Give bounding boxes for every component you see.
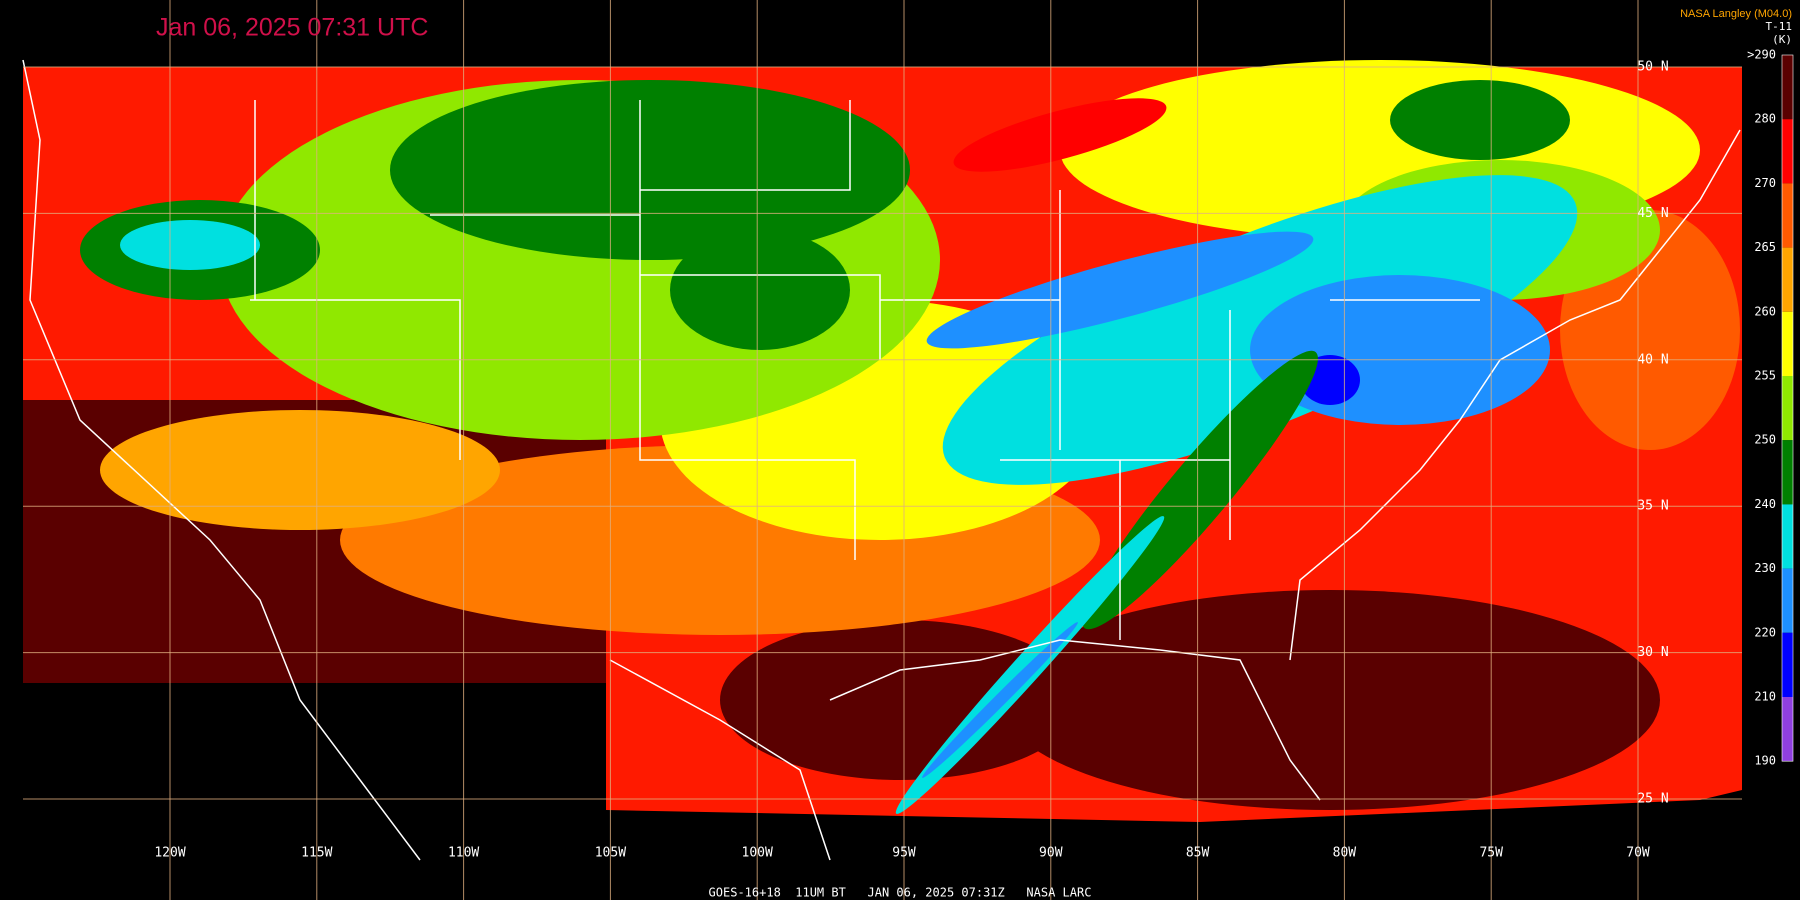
orange-area	[100, 410, 500, 530]
colorbar-segment	[1782, 632, 1793, 697]
colorbar-segment	[1782, 504, 1793, 569]
colorbar-segment	[1782, 247, 1793, 312]
blue-streak	[922, 622, 1078, 778]
longitude-label: 85W	[1186, 846, 1210, 861]
latitude-label: 40 N	[1637, 352, 1668, 367]
colorbar-segment	[1782, 119, 1793, 184]
longitude-label: 110W	[448, 846, 479, 861]
colorbar-segment	[1782, 311, 1793, 376]
dark-green-area	[390, 80, 910, 260]
warm-area	[1000, 590, 1660, 810]
title: Jan 06, 2025 07:31 UTC	[156, 14, 428, 42]
colorbar-label: 210	[1754, 690, 1776, 704]
latitude-label: 25 N	[1637, 792, 1668, 807]
east-coastline	[609, 129, 1741, 861]
lake-area	[953, 98, 1167, 172]
colorbar-segment	[1782, 568, 1793, 633]
colorbar: >290 280 270 265 260 255 250 240 230 220 210 190	[1747, 48, 1794, 768]
colorbar-label: 220	[1754, 625, 1776, 639]
warm-area	[720, 620, 1080, 780]
colorbar-label: 255	[1754, 369, 1776, 383]
cyan-area	[120, 220, 260, 270]
colorbar-label: 270	[1754, 176, 1776, 190]
colorbar-label: 280	[1754, 112, 1776, 126]
colorbar-label: 250	[1754, 433, 1776, 447]
west-coastline	[22, 59, 421, 861]
colorbar-label: >290	[1747, 48, 1776, 62]
longitude-label: 95W	[892, 846, 916, 861]
colorbar-segment	[1782, 183, 1793, 248]
latitude-label: 50 N	[1637, 60, 1668, 75]
unit: (K)	[1772, 33, 1792, 46]
longitude-label: 115W	[301, 846, 332, 861]
longitude-label: 70W	[1626, 846, 1650, 861]
blue-area	[926, 231, 1314, 349]
product: T-11	[1766, 20, 1793, 33]
longitude-label: 120W	[154, 846, 185, 861]
credit: NASA Langley (M04.0)	[1680, 8, 1792, 20]
latitude-label: 30 N	[1637, 645, 1668, 660]
footer: GOES-16+18 11UM BT JAN 06, 2025 07:31Z N…	[709, 886, 1092, 900]
longitude-label: 80W	[1333, 846, 1357, 861]
colorbar-segment	[1782, 376, 1793, 441]
longitude-label: 105W	[595, 846, 626, 861]
dark-green-area	[1390, 80, 1570, 160]
graticule-labels: 120W 115W 110W 105W 100W 95W 90W 85W 80W 75W 70W 50…	[154, 60, 1668, 861]
colorbar-segment	[1782, 55, 1793, 120]
colorbar-segment	[1782, 697, 1793, 762]
colorbar-label: 260	[1754, 304, 1776, 318]
colorbar-label: 230	[1754, 561, 1776, 575]
colorbar-label: 265	[1754, 240, 1776, 254]
dark-green-area	[1082, 350, 1318, 630]
longitude-label: 90W	[1039, 846, 1063, 861]
colorbar-label: 240	[1754, 497, 1776, 511]
boundaries	[22, 59, 1741, 861]
colorbar-segment	[1782, 440, 1793, 505]
colorbar-frame	[1781, 54, 1794, 762]
latitude-label: 35 N	[1637, 499, 1668, 514]
dark-green-area	[670, 230, 850, 350]
latitude-label: 45 N	[1637, 206, 1668, 221]
graticule	[23, 0, 1742, 900]
ir-imagery	[23, 60, 1742, 822]
state-lines	[250, 100, 1480, 640]
colorbar-label: 190	[1754, 754, 1776, 768]
longitude-label: 75W	[1479, 846, 1503, 861]
longitude-label: 100W	[742, 846, 773, 861]
